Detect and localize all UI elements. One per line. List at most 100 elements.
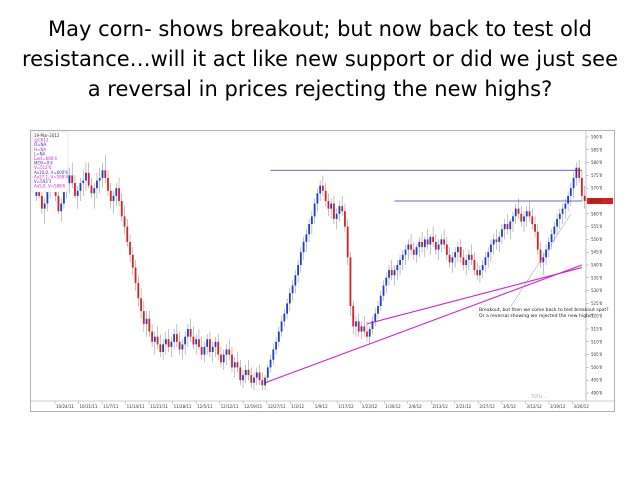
x-tick-label: 10/24/11	[56, 404, 74, 409]
candle-body	[228, 349, 231, 355]
candle-body	[346, 226, 349, 258]
candle-body	[341, 206, 344, 212]
candle-body	[82, 180, 85, 184]
candle-body	[209, 339, 211, 353]
candle-body	[112, 195, 115, 201]
candle-body	[377, 305, 379, 314]
candle-body	[333, 203, 335, 219]
candle-body	[140, 298, 142, 312]
x-tick-label: 1/23/12	[362, 404, 378, 409]
support-trendline	[264, 264, 583, 384]
candle-body	[175, 334, 178, 342]
candle-body	[63, 190, 65, 204]
x-tick-label: 11/14/11	[127, 404, 145, 409]
candle-body	[170, 341, 173, 347]
candle-body	[156, 336, 159, 345]
candle-body	[184, 336, 187, 345]
candle-body	[275, 341, 277, 350]
candle-body	[200, 346, 203, 355]
candle-body	[542, 257, 545, 263]
candle-body	[357, 321, 360, 332]
candle-body	[286, 303, 288, 314]
candle-body	[85, 172, 87, 181]
candle-body	[390, 270, 393, 276]
candle-body	[107, 177, 109, 191]
candle-body	[564, 203, 567, 209]
axes-layer: 590'0585'0580'0575'0570'0565'0560'0555'0…	[31, 131, 614, 409]
candle-body	[305, 234, 308, 242]
candle-body	[129, 241, 131, 255]
last-price-tag	[587, 198, 613, 204]
candle-body	[291, 285, 294, 294]
candle-body	[561, 208, 564, 214]
candle-body	[195, 339, 198, 345]
watermark: TOTH ...	[530, 394, 547, 399]
candle-body	[443, 239, 446, 245]
candle-body	[525, 211, 528, 217]
x-tick-label: 3/5/12	[503, 404, 516, 409]
candle-body	[503, 224, 506, 230]
candle-body	[297, 265, 299, 276]
candle-body	[264, 377, 266, 386]
candle-body	[421, 241, 423, 248]
annotation-line-1: Breakout, but then we come back to test …	[479, 307, 609, 313]
candle-body	[93, 188, 96, 194]
candle-body	[523, 216, 525, 222]
candle-body	[319, 185, 322, 194]
candle-body	[231, 354, 233, 368]
candle-body	[233, 362, 236, 368]
candle-body	[401, 254, 404, 260]
candle-body	[481, 265, 484, 271]
candle-body	[151, 331, 153, 342]
candle-body	[90, 185, 93, 194]
candle-body	[98, 177, 101, 181]
y-tick-label: 520'0	[591, 314, 603, 319]
x-tick-label: 2/27/12	[479, 404, 495, 409]
candle-body	[145, 318, 148, 324]
candle-body	[470, 254, 473, 260]
y-tick-label: 560'0	[591, 211, 603, 216]
info-line: Last=600'4	[34, 156, 57, 161]
candle-body	[374, 313, 377, 322]
y-tick-label: 590'0	[591, 135, 603, 140]
candle-body	[412, 249, 415, 255]
candle-body	[68, 175, 71, 184]
candle-body	[528, 211, 531, 217]
candle-body	[71, 175, 74, 184]
candle-body	[517, 208, 520, 214]
y-tick-label: 535'0	[591, 275, 603, 280]
candle-body	[299, 252, 302, 265]
candle-body	[396, 265, 399, 271]
candle-body	[142, 311, 145, 324]
candle-body	[448, 254, 451, 263]
candle-body	[567, 195, 569, 204]
y-tick-label: 575'0	[591, 173, 603, 178]
candle-body	[115, 188, 118, 196]
candle-body	[164, 339, 167, 345]
y-tick-label: 515'0	[591, 327, 603, 332]
candle-body	[575, 167, 578, 178]
candle-body	[203, 346, 206, 355]
candle-body	[440, 239, 443, 245]
candle-body	[109, 190, 112, 201]
candle-body	[187, 329, 189, 337]
candle-body	[490, 244, 492, 253]
x-tick-label: 1/30/12	[385, 404, 401, 409]
info-box: 19-Mar-2012@CK12O=NAH=NAL=NALast=600'4MO…	[31, 131, 69, 193]
candle-body	[126, 226, 129, 242]
candle-body	[244, 369, 247, 376]
candle-body	[492, 239, 495, 245]
candle-body	[43, 203, 46, 209]
x-tick-label: 10/31/11	[80, 404, 98, 409]
candle-body	[454, 252, 457, 258]
candle-body	[272, 349, 275, 360]
y-tick-label: 555'0	[591, 224, 603, 229]
x-tick-label: 2/21/12	[456, 404, 472, 409]
candle-body	[222, 354, 225, 363]
candle-body	[352, 305, 355, 327]
info-line: @CK12	[34, 138, 49, 143]
info-box-bg	[31, 131, 69, 193]
candle-body	[96, 180, 98, 189]
info-line: 19-Mar-2012	[34, 133, 60, 138]
annotation-note: Breakout, but then we come back to test …	[479, 307, 609, 319]
